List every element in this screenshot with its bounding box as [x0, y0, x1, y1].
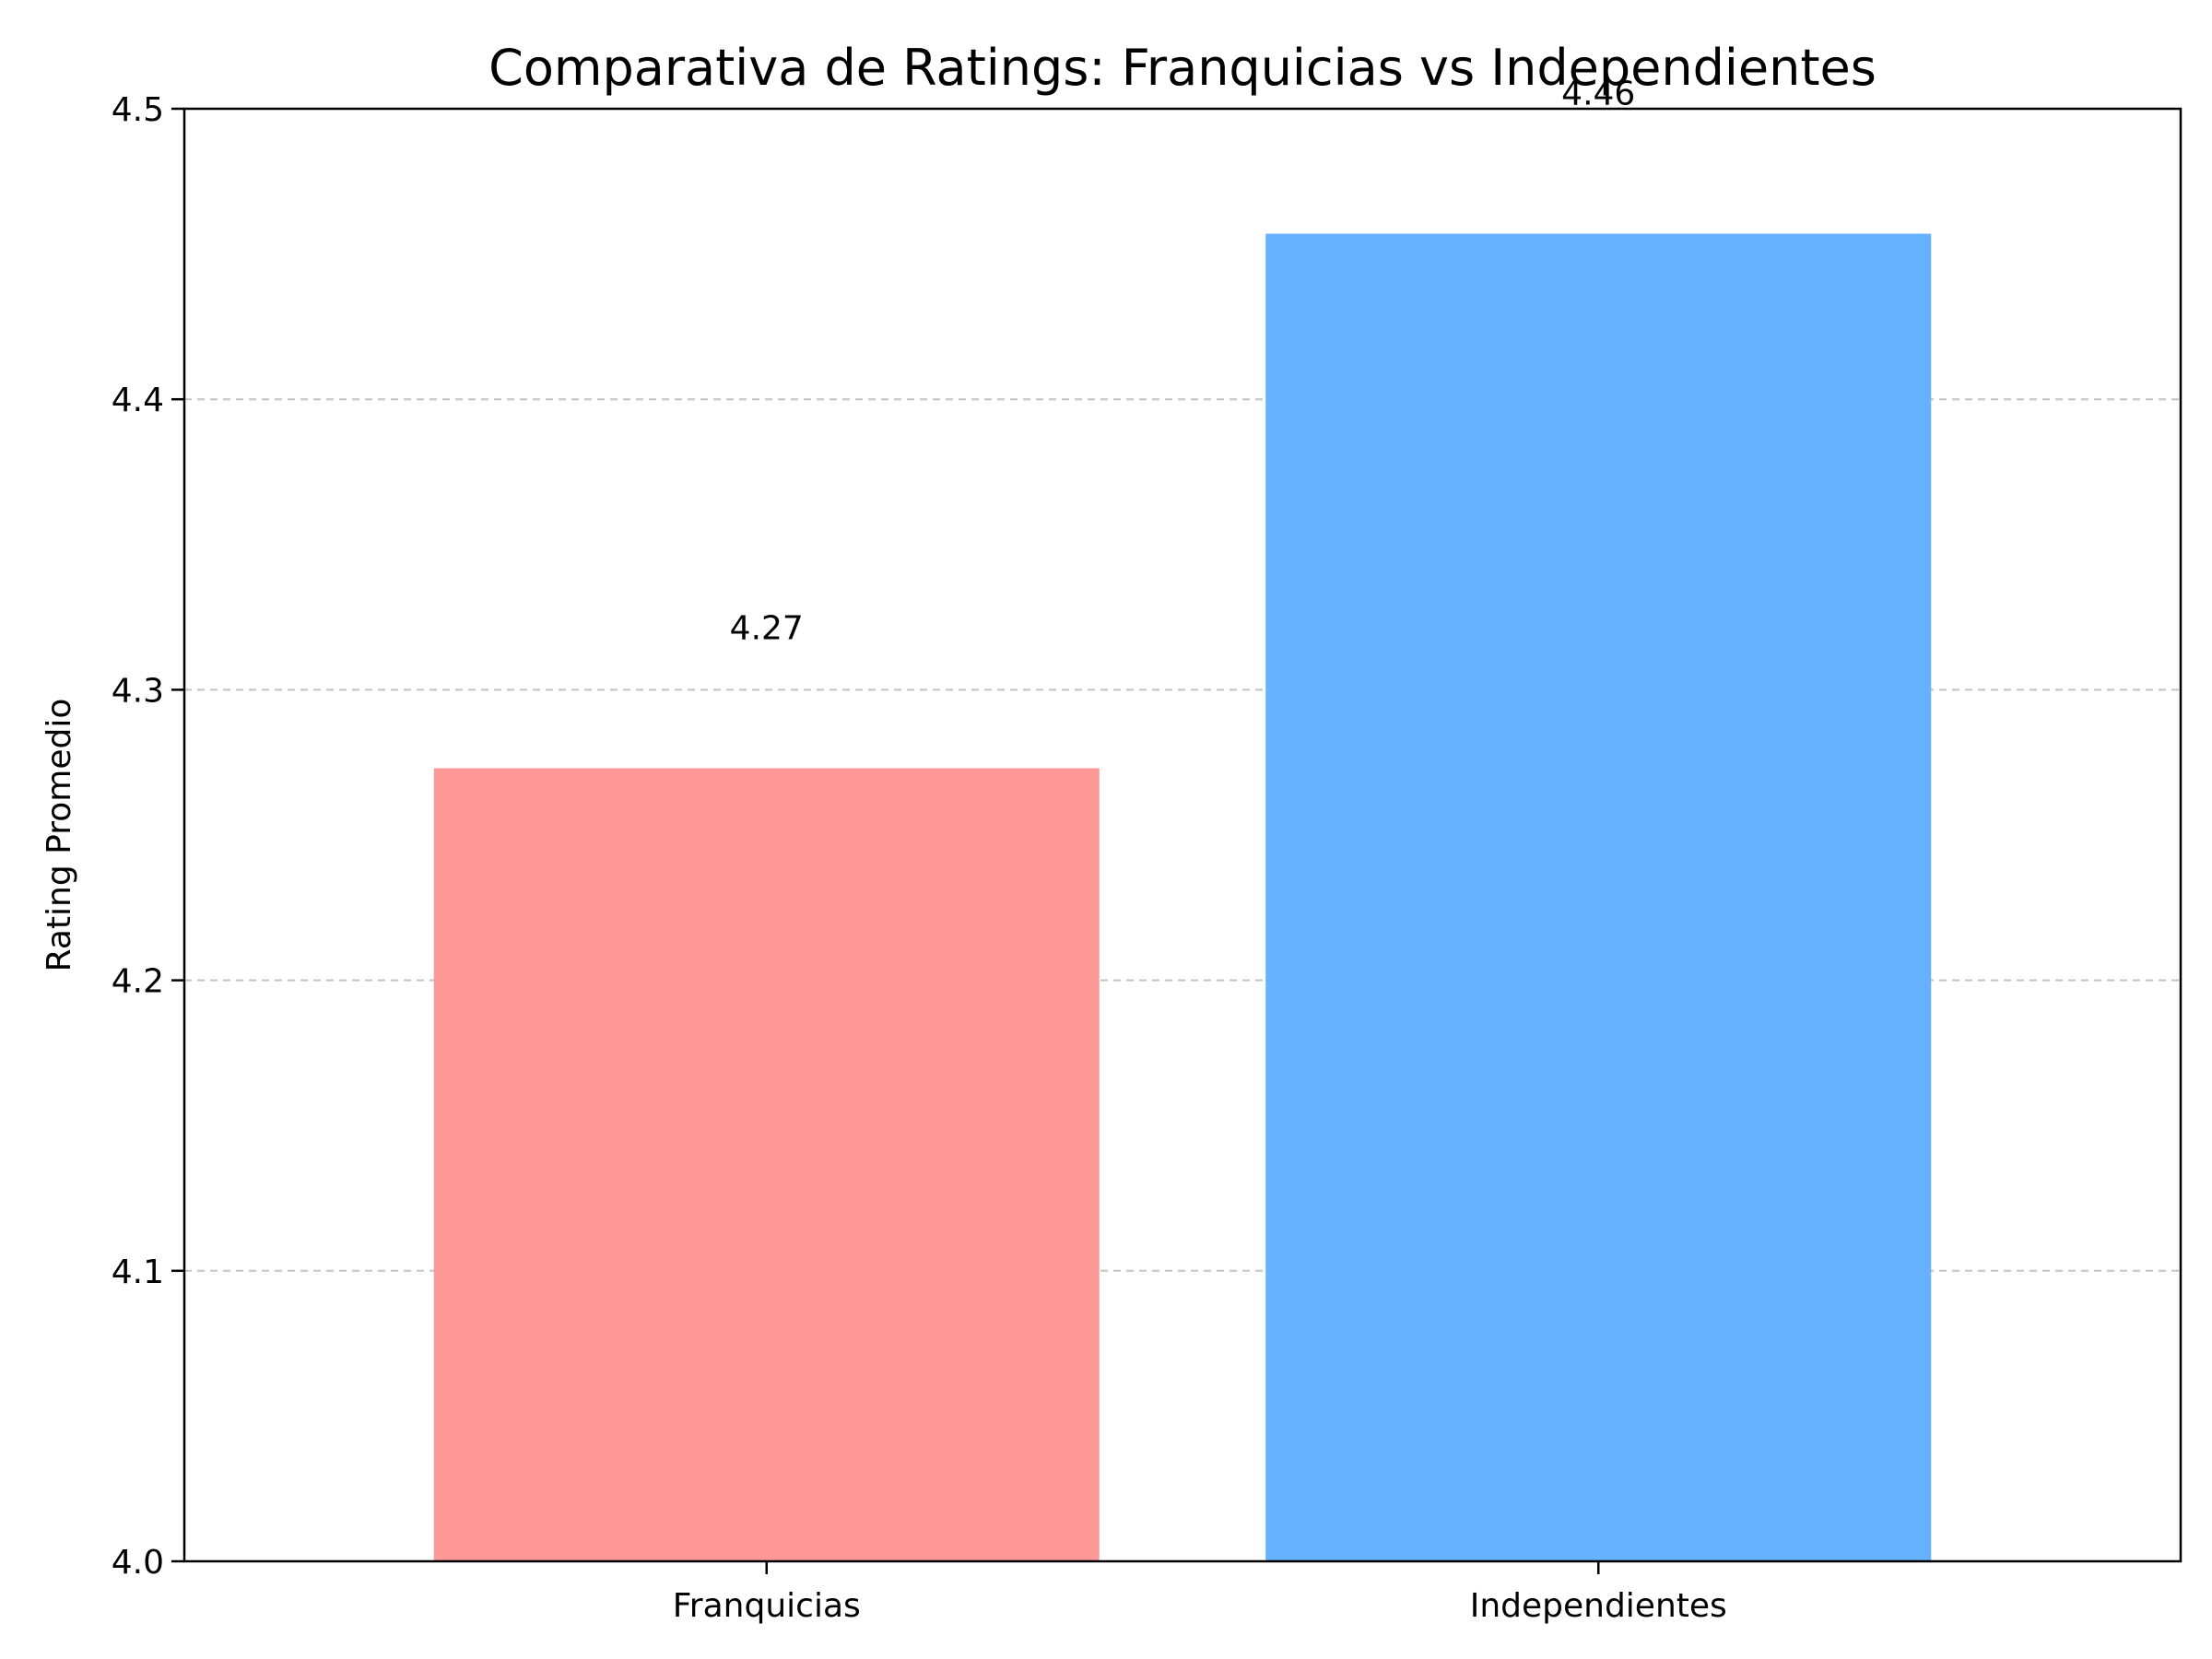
y-axis-ticks: 4.0 4.1 4.2 4.3 4.4 4.5: [112, 91, 184, 1582]
y-tick-label-5: 4.5: [112, 91, 164, 129]
x-axis-ticks: Franquicias Independientes: [673, 1561, 1727, 1625]
x-tick-label-franquicias: Franquicias: [673, 1587, 861, 1625]
bar-franquicias: [433, 768, 1100, 1561]
y-tick-label-1: 4.1: [112, 1253, 164, 1291]
x-tick-label-independientes: Independientes: [1470, 1587, 1727, 1625]
data-label-independientes: 4.46: [1561, 76, 1635, 113]
y-tick-label-0: 4.0: [112, 1544, 164, 1582]
y-tick-label-4: 4.4: [112, 382, 164, 419]
y-axis-label: Rating Promedio: [41, 699, 78, 972]
chart-title: Comparativa de Ratings: Franquicias vs I…: [488, 39, 1877, 97]
bar-independientes: [1265, 233, 1932, 1561]
y-tick-label-2: 4.2: [112, 963, 164, 1001]
y-tick-label-3: 4.3: [112, 672, 164, 710]
data-labels: 4.27 4.46: [730, 76, 1636, 648]
plot-frame: [182, 107, 2183, 1563]
data-label-franquicias: 4.27: [730, 610, 804, 648]
bars: [433, 233, 1932, 1561]
grid-lines: [184, 398, 2181, 1272]
